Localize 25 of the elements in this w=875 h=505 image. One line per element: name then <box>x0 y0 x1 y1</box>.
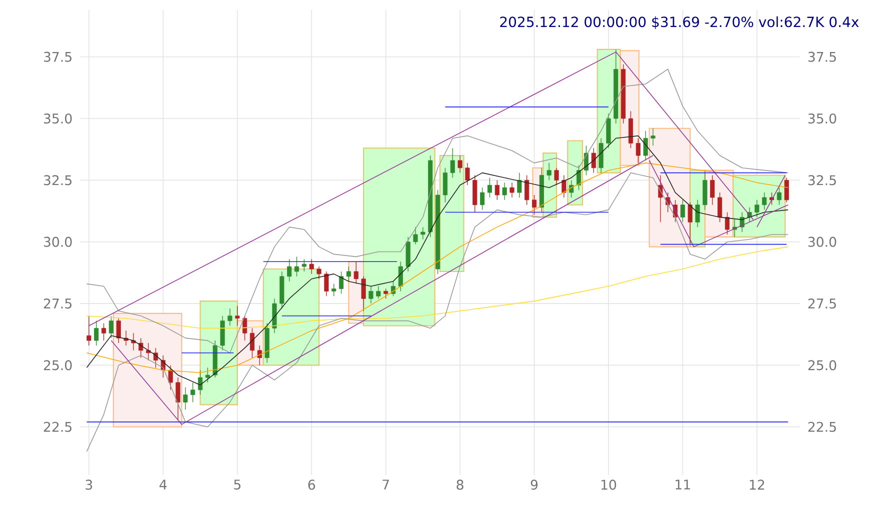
y-tick-label: 25.0 <box>44 360 72 370</box>
y2-tick-label: 27.5 <box>808 298 836 309</box>
y2-tick-label: 32.5 <box>808 175 836 186</box>
y2-tick-label: 37.5 <box>808 52 836 62</box>
x-tick-label: 8 <box>456 480 464 490</box>
x-tick-label: 9 <box>530 480 538 490</box>
y-tick-label: 22.5 <box>44 422 72 432</box>
x-tick-label: 12 <box>750 480 764 490</box>
y2-tick-label: 35.0 <box>808 113 836 124</box>
x-tick-label: 4 <box>160 480 167 490</box>
x-tick-label: 3 <box>86 480 92 490</box>
x-tick-label: 11 <box>676 480 690 490</box>
y2-tick-label: 22.5 <box>808 422 836 432</box>
x-tick-label: 6 <box>308 480 315 490</box>
y-tick-label: 32.5 <box>44 175 72 186</box>
y2-tick-label: 30.0 <box>808 236 836 247</box>
y-tick-label: 30.0 <box>44 236 72 247</box>
x-tick-label: 5 <box>234 480 240 490</box>
chart-title: 2025.12.12 00:00:00 $31.69 -2.70% vol:62.7K 0.4x <box>500 16 859 30</box>
y-tick-label: 35.0 <box>44 113 72 124</box>
y-tick-label: 37.5 <box>44 52 72 62</box>
y-tick-label: 27.5 <box>44 298 72 309</box>
x-tick-label: 10 <box>601 480 616 490</box>
y2-tick-label: 25.0 <box>808 360 836 370</box>
x-tick-label: 7 <box>382 480 389 490</box>
